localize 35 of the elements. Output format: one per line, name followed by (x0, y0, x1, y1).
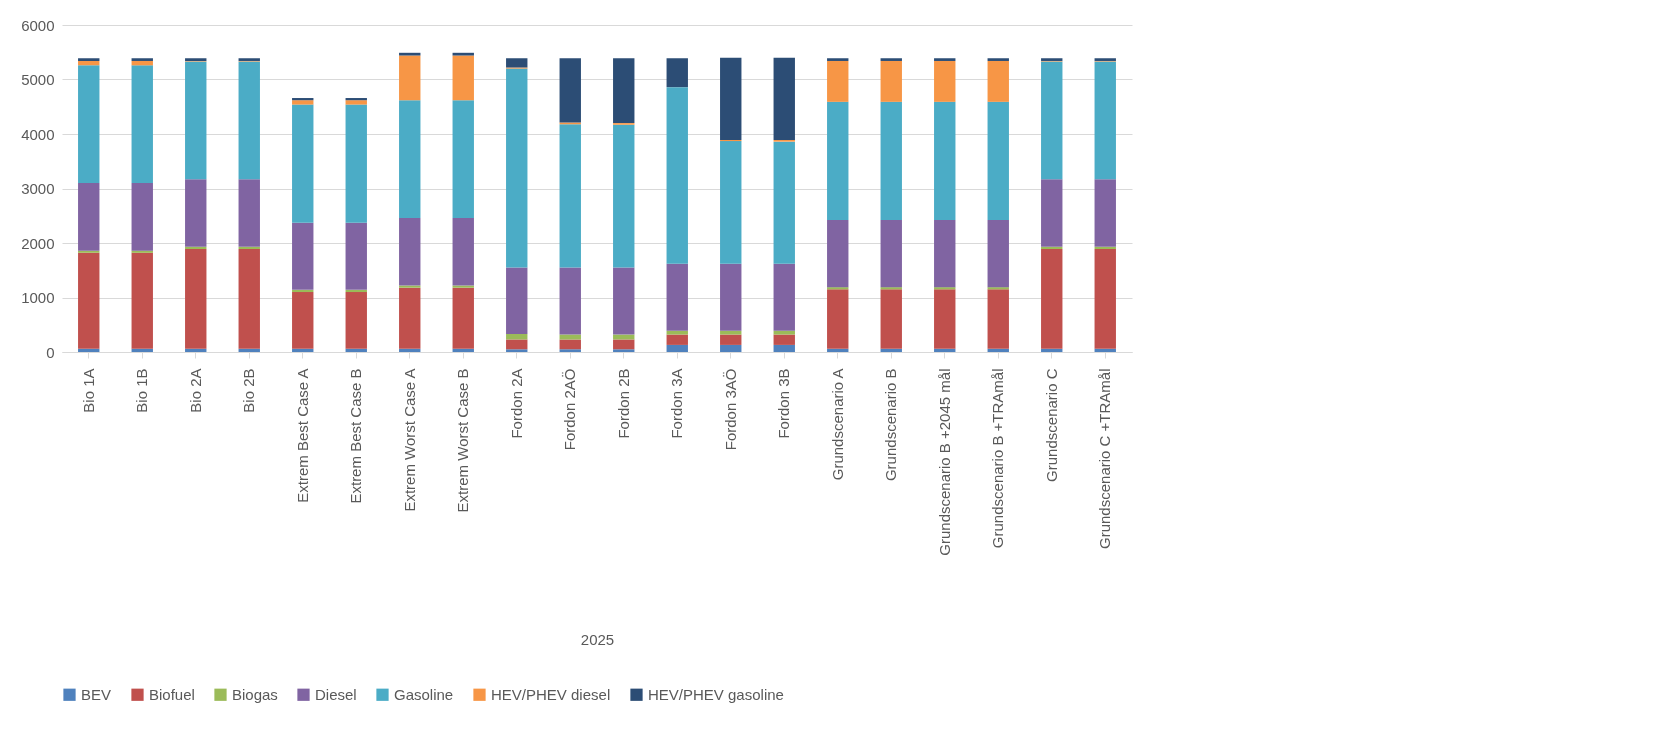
x-tick-label: Fordon 3A (668, 368, 686, 439)
x-tick-label: Bio 1B (133, 368, 151, 413)
y-tick-label: 2000 (21, 234, 55, 252)
x-tick-label: Extrem Worst Case B (454, 368, 472, 513)
x-tick-label: Fordon 2A (507, 368, 525, 439)
x-tick-label: Grundscenario C (1042, 368, 1060, 482)
x-tick-label: Grundscenario C +TRAmål (1096, 368, 1114, 549)
legend-label: HEV/PHEV diesel (491, 685, 611, 703)
legend-label: Biofuel (149, 685, 195, 703)
x-tick-label: Extrem Worst Case A (400, 368, 418, 512)
x-tick-label: Extrem Best Case A (293, 368, 311, 503)
x-tick-label: Bio 1A (79, 368, 97, 413)
x-tick-label: Fordon 3B (775, 368, 793, 439)
y-tick-label: 5000 (21, 71, 55, 88)
x-tick-label: Extrem Best Case B (347, 368, 365, 504)
y-tick-label: 6000 (21, 16, 55, 34)
y-tick-label: 4000 (21, 125, 55, 143)
x-tick-label: Bio 2A (186, 368, 204, 413)
x-tick-label: Fordon 3AÖ (721, 368, 739, 451)
y-tick-label: 1000 (21, 289, 55, 306)
x-tick-label: Grundscenario A (828, 368, 846, 481)
legend-label: Gasoline (394, 685, 454, 703)
x-tick-label: Fordon 2B (614, 368, 632, 439)
legend-label: BEV (81, 685, 112, 703)
x-tick-label: Grundscenario B +2045 mål (935, 368, 953, 556)
x-tick-label: Bio 2B (240, 368, 258, 413)
x-tick-label: Grundscenario B +TRAmål (989, 368, 1007, 549)
y-tick-label: 3000 (21, 180, 55, 197)
x-tick-label: Grundscenario B (882, 368, 900, 482)
x-tick-label: Fordon 2AÖ (561, 368, 579, 451)
y-tick-label: 0 (46, 343, 55, 361)
x-axis-title: 2025 (580, 630, 615, 648)
legend-label: Biogas (232, 685, 278, 703)
legend-label: Diesel (315, 685, 357, 703)
legend-label: HEV/PHEV gasoline (648, 685, 784, 703)
